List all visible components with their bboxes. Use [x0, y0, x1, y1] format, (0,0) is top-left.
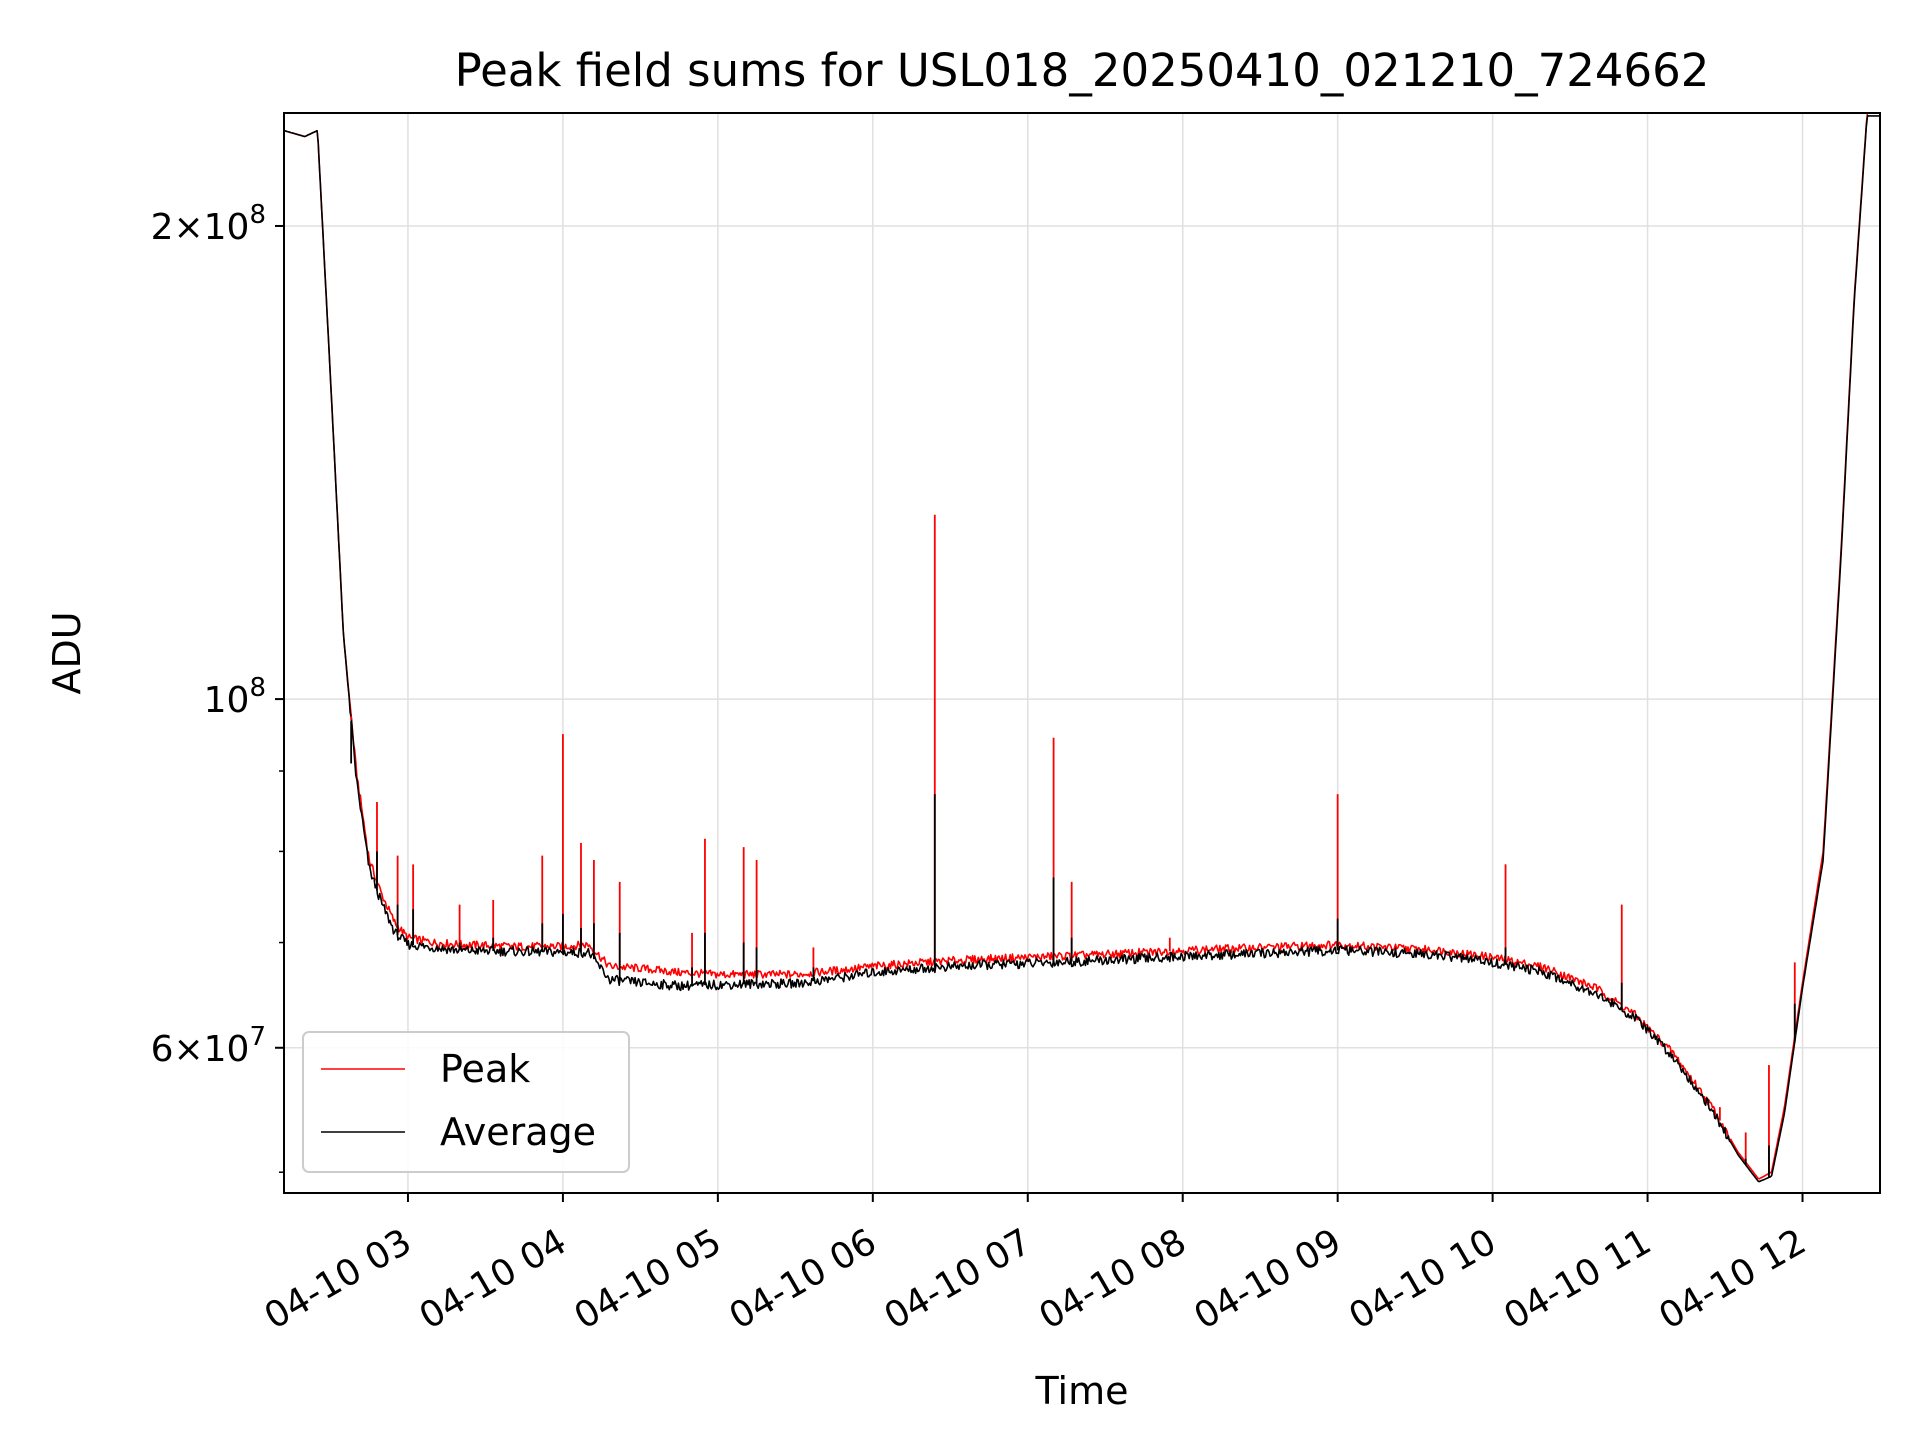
legend-label-average: Average — [440, 1110, 596, 1154]
plot-series — [283, 112, 1880, 1183]
legend: Peak Average — [302, 1031, 630, 1173]
grid — [284, 113, 1880, 1193]
legend-box — [302, 1031, 630, 1173]
series-line-average — [283, 115, 1880, 1183]
y-tick-label: 6×107 — [151, 1022, 266, 1070]
y-tick-label: 108 — [204, 673, 266, 721]
y-axis-title: ADU — [45, 611, 89, 694]
legend-label-peak: Peak — [440, 1047, 530, 1091]
chart-title: Peak field sums for USL018_20250410_0212… — [455, 44, 1710, 97]
x-axis-title: Time — [1035, 1369, 1129, 1413]
series-line-peak — [283, 112, 1880, 1180]
y-tick-label: 2×108 — [151, 200, 266, 248]
plot-area-frame — [283, 112, 1881, 1194]
